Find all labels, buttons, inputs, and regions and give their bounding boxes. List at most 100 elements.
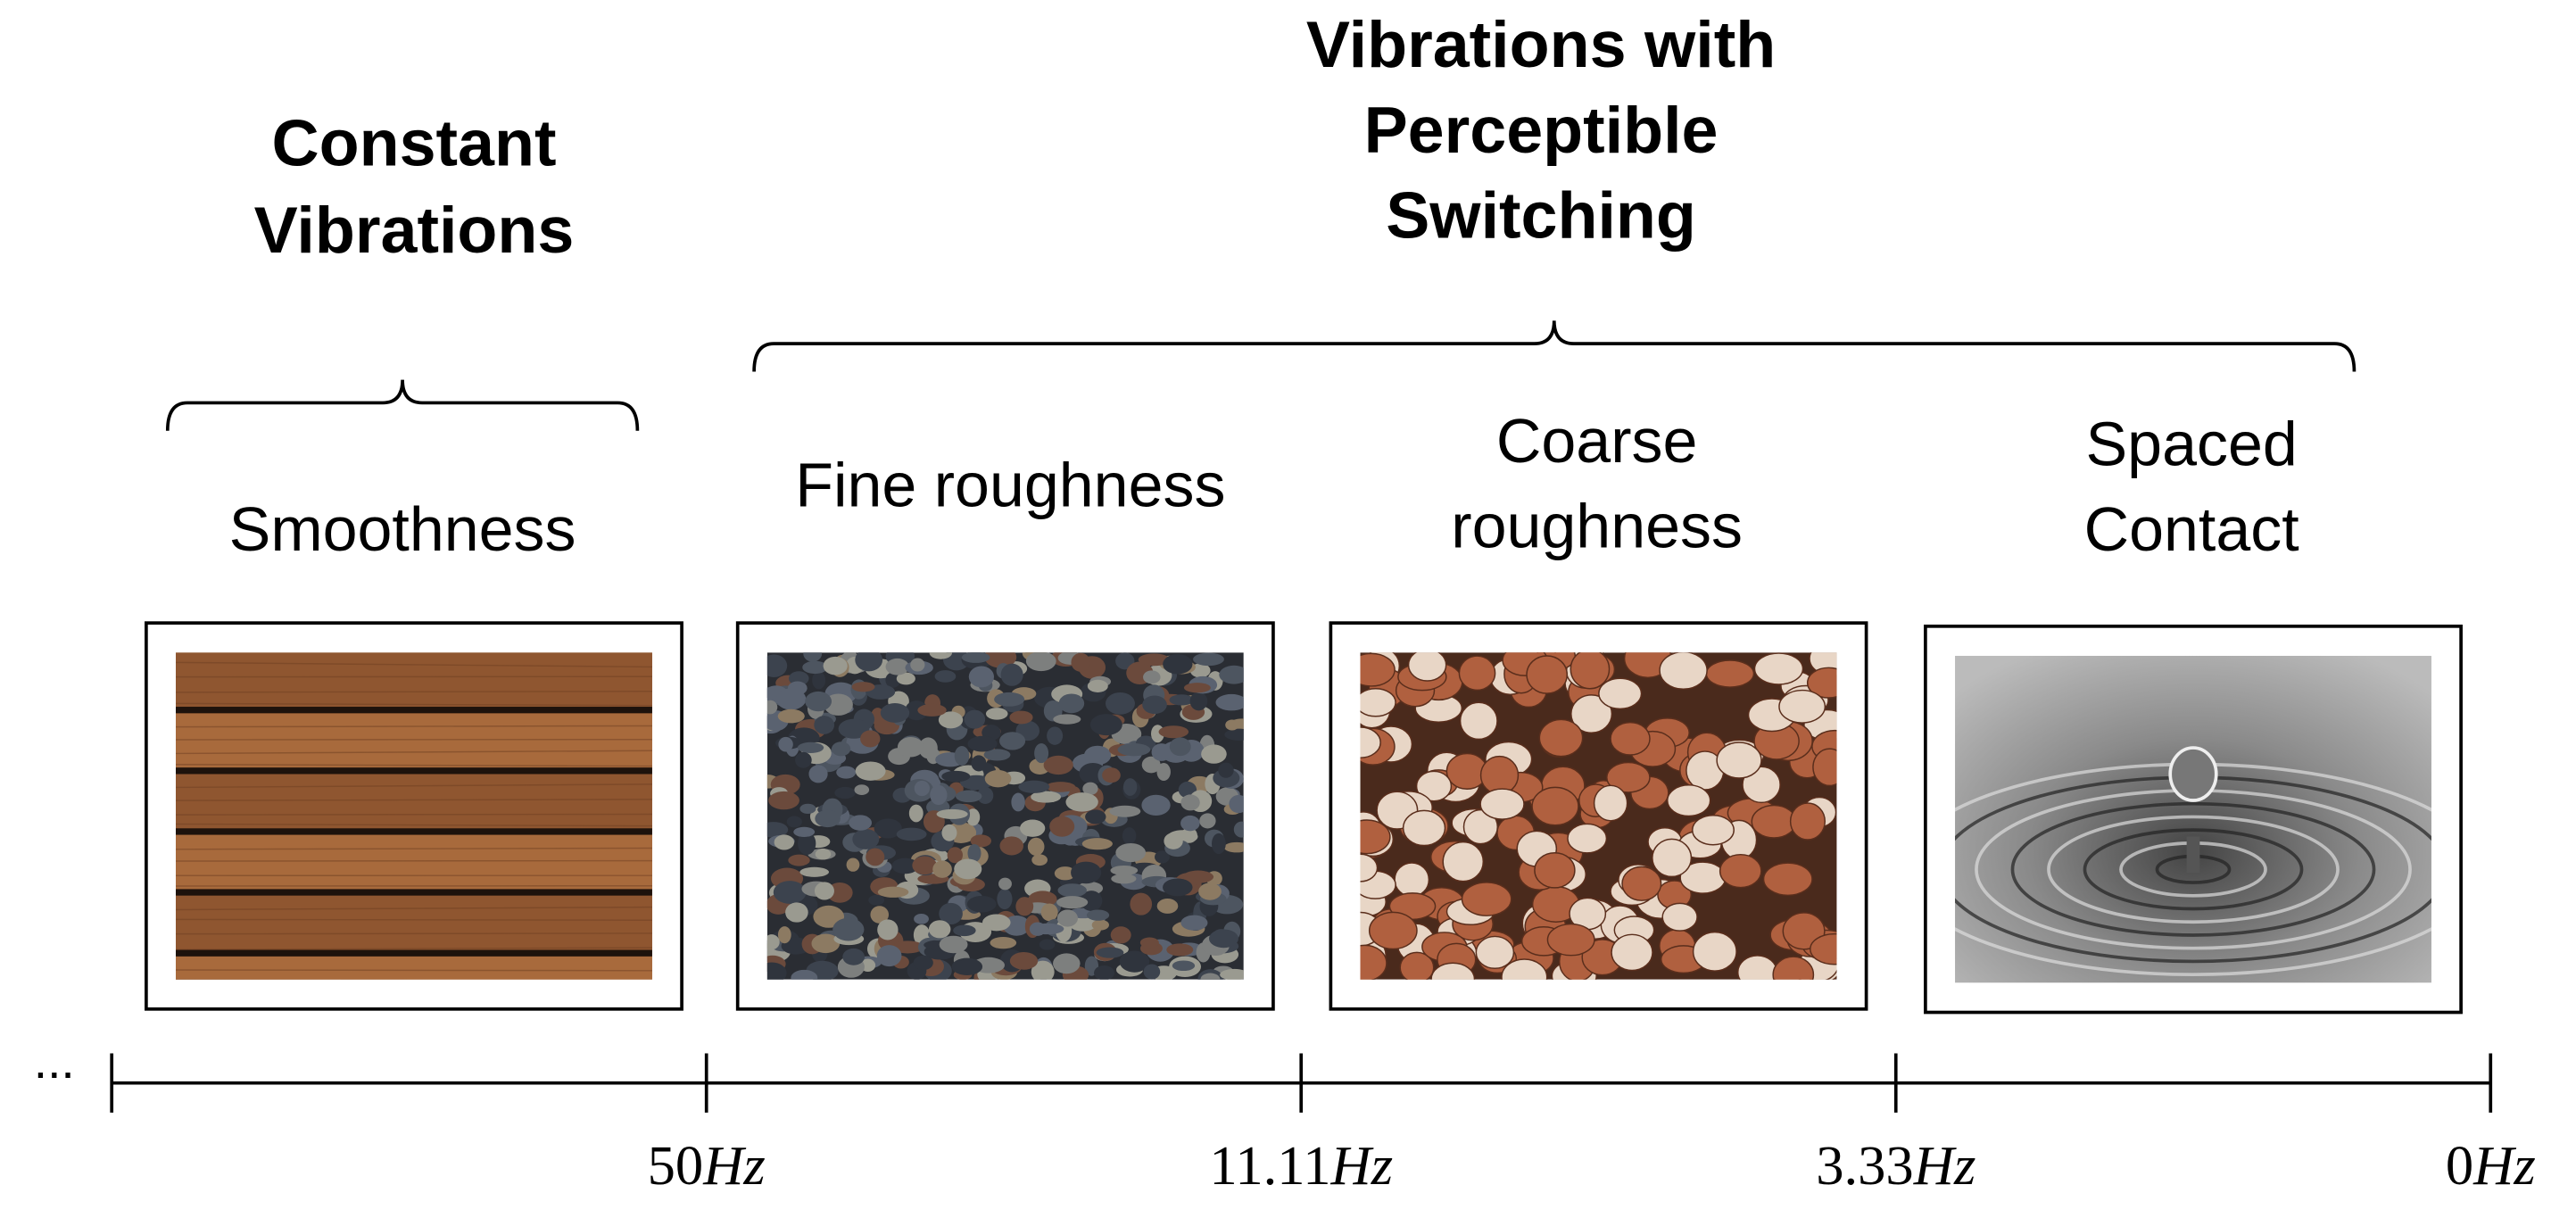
pebble — [1130, 892, 1153, 916]
pebble — [876, 945, 902, 967]
pebble — [1212, 833, 1226, 855]
pebble — [914, 914, 929, 924]
pebble — [896, 672, 915, 685]
pebble — [967, 844, 982, 863]
pebble — [855, 652, 883, 672]
grain — [176, 702, 652, 707]
pebble — [914, 780, 930, 797]
hazelnut — [1360, 944, 1387, 980]
hazelnut — [1593, 784, 1628, 822]
pebble — [1094, 965, 1114, 980]
pebble — [1141, 756, 1161, 774]
pebble — [815, 809, 841, 828]
pebble — [793, 826, 816, 837]
tick-number: 50 — [648, 1134, 704, 1197]
pebble — [941, 824, 957, 841]
pebble — [808, 765, 828, 783]
pebble — [1163, 878, 1193, 897]
pebble — [788, 854, 810, 866]
pebble — [982, 914, 1011, 932]
pebble — [1047, 726, 1064, 745]
pebble — [1169, 694, 1194, 706]
pebble — [918, 737, 938, 759]
drop — [2168, 746, 2218, 802]
grain — [176, 932, 652, 935]
pebble — [1138, 653, 1170, 667]
pebble — [877, 919, 899, 940]
tick-label: 0Hz — [2446, 1134, 2536, 1197]
pebble — [1215, 693, 1244, 711]
pebble — [1224, 728, 1244, 741]
pebble — [774, 834, 795, 850]
group-title: Constant — [271, 105, 556, 179]
tick-number: 3.33 — [1816, 1134, 1914, 1197]
ellipsis: ... — [34, 1033, 75, 1089]
hazelnut — [1742, 766, 1781, 804]
grain — [176, 823, 652, 827]
pebble — [970, 834, 992, 848]
gap — [176, 828, 652, 835]
texture-label: Fine roughness — [795, 450, 1225, 519]
pebble — [1027, 837, 1045, 857]
pebble — [1151, 743, 1172, 761]
pebble — [814, 882, 834, 900]
hazelnut — [1407, 652, 1447, 682]
pebble — [1056, 896, 1089, 909]
hazelnut — [1719, 853, 1762, 889]
hazelnut — [1526, 655, 1569, 694]
gap — [176, 1011, 652, 1017]
pebble — [936, 808, 968, 819]
pebble — [860, 730, 881, 748]
pebble — [766, 822, 789, 838]
hazelnut — [1772, 956, 1815, 980]
pebble — [1169, 737, 1191, 757]
pebble — [852, 828, 880, 849]
hazelnut — [1570, 694, 1613, 733]
tick-unit: Hz — [702, 1134, 766, 1197]
hazelnut — [1751, 804, 1797, 839]
pebble — [1115, 652, 1135, 670]
pebble — [866, 848, 885, 866]
pebble — [939, 902, 963, 925]
pebble — [1117, 743, 1151, 757]
texture-label: Spaced — [2086, 409, 2298, 478]
pebble — [905, 700, 929, 721]
hazelnut — [1810, 932, 1837, 965]
hazelnut — [1360, 726, 1381, 758]
pebble — [880, 702, 910, 723]
grain — [176, 661, 652, 668]
texture-image — [766, 652, 1244, 980]
pebble — [777, 708, 805, 724]
pebble — [1198, 882, 1222, 900]
hazelnut — [1716, 742, 1762, 779]
pebble — [1085, 809, 1106, 824]
tick-label: 50Hz — [648, 1134, 766, 1197]
tick-label: 3.33Hz — [1816, 1134, 1975, 1197]
pebble — [1142, 695, 1167, 715]
pebble — [983, 749, 1011, 761]
pebble — [1156, 898, 1179, 914]
pebble — [766, 934, 780, 950]
image-content — [1360, 652, 1837, 980]
pebble — [778, 736, 793, 752]
pebble — [1105, 692, 1135, 715]
pebble — [1156, 763, 1171, 782]
pebble — [1183, 683, 1211, 693]
pebble — [934, 670, 957, 683]
hazelnut — [1534, 852, 1576, 889]
texture-image — [1360, 652, 1837, 980]
texture-label: Coarse — [1496, 406, 1698, 476]
pebble — [1080, 891, 1103, 912]
pebble — [823, 656, 848, 675]
pebble — [797, 742, 824, 754]
pebble — [1087, 679, 1108, 692]
pebble — [766, 654, 788, 677]
hazelnut — [1546, 923, 1595, 957]
hazelnut — [1570, 652, 1611, 690]
pebble — [1180, 815, 1200, 832]
pebble — [1029, 922, 1047, 936]
pebble — [1054, 866, 1076, 881]
hazelnut — [1606, 761, 1651, 793]
pebble — [855, 761, 886, 781]
hazelnut — [1762, 862, 1813, 897]
